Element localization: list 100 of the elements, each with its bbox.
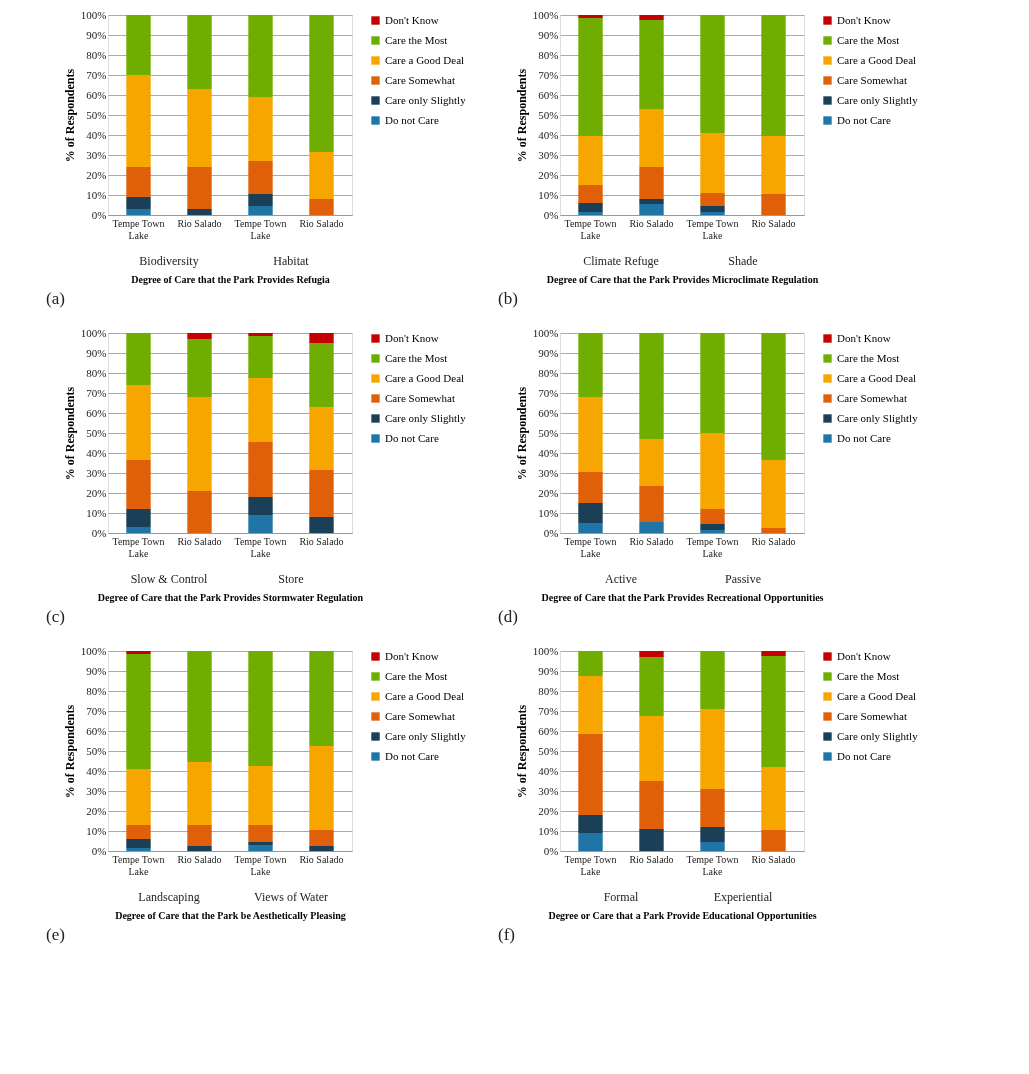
bar: [248, 378, 273, 442]
x-axis-title: Degree or Care that a Park Provide Educational Opportunities: [548, 909, 817, 921]
legend-label: Do not Care: [385, 749, 439, 762]
legend-label: Don't Know: [385, 13, 439, 26]
y-tick-label: 30%: [86, 784, 107, 797]
legend-label: Care only Slightly: [385, 93, 467, 106]
bar: [126, 769, 151, 825]
bar: [578, 203, 603, 212]
bar: [578, 397, 603, 472]
bar: [578, 651, 603, 676]
y-tick-label: 10%: [538, 824, 559, 837]
y-tick-label: 10%: [538, 506, 559, 519]
y-axis-title: % of Respondents: [514, 704, 529, 799]
legend-label: Care only Slightly: [385, 729, 467, 742]
bar: [700, 333, 725, 433]
y-tick-label: 40%: [538, 446, 559, 459]
y-tick-label: 10%: [86, 188, 107, 201]
bar: [639, 657, 664, 716]
y-tick-label: 100%: [80, 326, 107, 339]
bar: [578, 185, 603, 203]
bar: [639, 20, 664, 109]
text: Experiential: [713, 890, 773, 904]
y-tick-label: 60%: [538, 406, 559, 419]
bar: [309, 15, 334, 152]
bar: [639, 15, 664, 20]
bar: [187, 762, 212, 825]
y-tick-label: 40%: [538, 764, 559, 777]
legend-label: Care Somewhat: [837, 73, 907, 86]
x-tick-label: Rio Salado: [299, 535, 344, 547]
x-tick-label: Rio Salado: [299, 217, 344, 229]
legend-label: Care the Most: [385, 33, 448, 46]
x-tick-label: Rio Salado: [629, 853, 674, 865]
bar: [761, 15, 786, 136]
bar: [248, 497, 273, 515]
y-tick-label: 0%: [91, 526, 107, 539]
legend-label: Care Somewhat: [385, 73, 455, 86]
bar: [700, 193, 725, 206]
bar: [761, 656, 786, 767]
y-tick-label: 30%: [86, 148, 107, 161]
bar: [700, 524, 725, 530]
bar: [578, 15, 603, 18]
x-tick-label: Rio Salado: [177, 853, 222, 865]
y-tick-label: 40%: [86, 446, 107, 459]
legend-label: Care Somewhat: [385, 391, 455, 404]
legend-label: Care a Good Deal: [837, 371, 917, 384]
x-tick-label: Rio Salado: [751, 853, 796, 865]
x-tick-label: Tempe Town Lake: [564, 217, 617, 241]
y-tick-label: 0%: [543, 844, 559, 857]
bar: [639, 829, 664, 851]
y-tick-label: 100%: [532, 8, 559, 21]
text: (b): [498, 289, 518, 308]
bar: [248, 442, 273, 497]
x-axis-title: Degree of Care that the Park Provides Stormwater Regulation: [97, 591, 364, 603]
y-tick-label: 10%: [86, 506, 107, 519]
legend-label: Care the Most: [385, 351, 448, 364]
bar: [309, 407, 334, 470]
bar: [639, 781, 664, 829]
y-tick-label: 0%: [543, 208, 559, 221]
legend-label: Care Somewhat: [385, 709, 455, 722]
x-tick-label: Tempe Town Lake: [686, 217, 739, 241]
text: (d): [498, 607, 518, 626]
legend-label: Care Somewhat: [837, 709, 907, 722]
bar: [126, 839, 151, 848]
y-axis-title: % of Respondents: [62, 68, 77, 163]
text: Views of Water: [253, 890, 329, 904]
bar: [187, 209, 212, 215]
y-tick-label: 40%: [86, 764, 107, 777]
x-tick-label: Tempe Town Lake: [234, 853, 287, 877]
bar: [309, 746, 334, 830]
bar: [126, 825, 151, 839]
bar: [761, 767, 786, 830]
bar: [309, 152, 334, 199]
bar: [248, 161, 273, 194]
y-tick-label: 80%: [538, 684, 559, 697]
y-axis-title: % of Respondents: [514, 68, 529, 163]
legend-label: Care only Slightly: [385, 411, 467, 424]
bar: [187, 167, 212, 209]
bar: [248, 766, 273, 825]
y-tick-label: 90%: [538, 28, 559, 41]
legend-label: Don't Know: [837, 649, 891, 662]
legend-label: Do not Care: [837, 431, 891, 444]
y-tick-label: 30%: [86, 466, 107, 479]
y-tick-label: 50%: [86, 108, 107, 121]
bar: [761, 194, 786, 215]
bar: [248, 194, 273, 206]
text: Habitat: [273, 254, 310, 268]
y-axis-title: % of Respondents: [62, 704, 77, 799]
bar: [126, 167, 151, 197]
bar: [126, 209, 151, 215]
legend-label: Do not Care: [837, 113, 891, 126]
y-tick-label: 100%: [532, 644, 559, 657]
y-tick-label: 60%: [538, 88, 559, 101]
bar: [700, 509, 725, 524]
y-tick-label: 70%: [86, 386, 107, 399]
legend-label: Do not Care: [385, 113, 439, 126]
legend-label: Care Somewhat: [837, 391, 907, 404]
legend-label: Don't Know: [837, 13, 891, 26]
text: Climate Refuge: [583, 254, 659, 268]
bar: [309, 343, 334, 407]
legend-label: Don't Know: [385, 331, 439, 344]
